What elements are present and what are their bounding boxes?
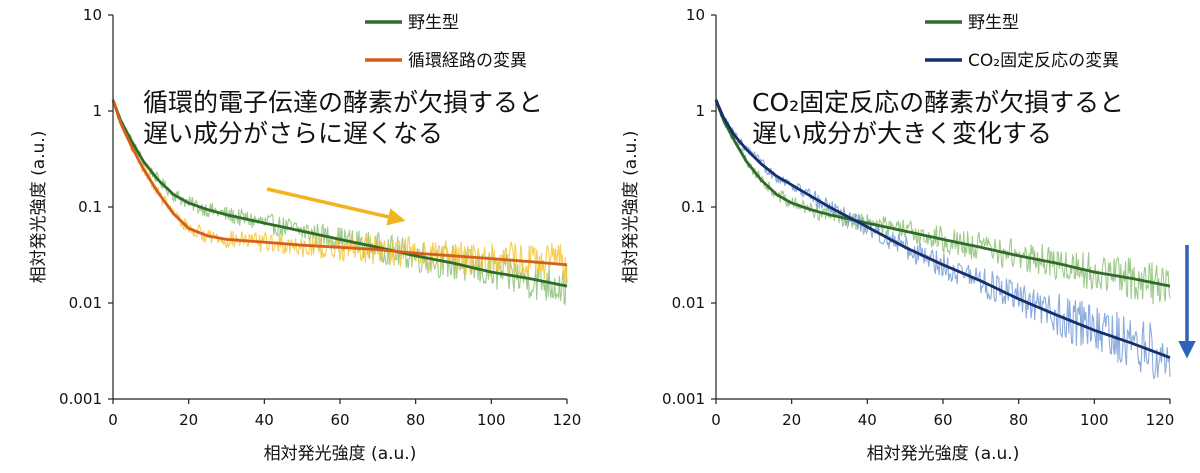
left-x-axis-title: 相対発光強度 (a.u.) bbox=[264, 444, 417, 464]
right-chart-panel: 0 20 40 60 80 100 120 0.001 0.01 0.1 1 1… bbox=[621, 6, 1196, 464]
left-y-axis-title: 相対発光強度 (a.u.) bbox=[29, 131, 49, 284]
left-annotation: 循環的電子伝達の酵素が欠損すると 遅い成分がさらに遅くなる bbox=[143, 88, 543, 148]
left-y-tick-label: 1 bbox=[92, 102, 102, 120]
annotation-line: 遅い成分がさらに遅くなる bbox=[143, 119, 443, 148]
left-x-tick-label: 100 bbox=[477, 411, 506, 429]
right-x-tick-label: 0 bbox=[711, 411, 721, 429]
left-x-tick-label: 120 bbox=[553, 411, 582, 429]
right-y-tick-label: 1 bbox=[695, 102, 705, 120]
right-fit-layer bbox=[714, 99, 1171, 359]
right-x-tick-label: 100 bbox=[1080, 411, 1109, 429]
left-y-tick-label: 0.001 bbox=[59, 390, 102, 408]
right-y-tick-label: 0.1 bbox=[681, 198, 705, 216]
left-y-tick-label: 0.1 bbox=[78, 198, 102, 216]
left-legend: 野生型 循環経路の変異 bbox=[365, 13, 527, 71]
right-x-tick-label: 60 bbox=[933, 411, 952, 429]
left-fit-layer bbox=[111, 99, 568, 288]
left-trend-arrow bbox=[266, 187, 406, 226]
fit-curve-series-0 bbox=[111, 99, 568, 288]
right-legend: 野生型 CO₂固定反応の変異 bbox=[925, 13, 1119, 71]
right-y-tick-marks bbox=[711, 14, 716, 400]
fit-curve-series-1 bbox=[714, 99, 1171, 359]
right-annotation: CO₂固定反応の酵素が欠損すると 遅い成分が大きく変化する bbox=[752, 88, 1124, 148]
annotation-line: CO₂固定反応の酵素が欠損すると bbox=[752, 88, 1124, 117]
left-x-tick-label: 20 bbox=[179, 411, 198, 429]
legend-label-co2-mutant: CO₂固定反応の変異 bbox=[968, 51, 1119, 71]
left-x-tick-marks bbox=[112, 399, 568, 404]
left-x-tick-label: 40 bbox=[255, 411, 274, 429]
right-y-tick-label: 0.001 bbox=[662, 390, 705, 408]
left-chart-panel: 0 20 40 60 80 100 120 0.001 0.01 0.1 1 1… bbox=[29, 6, 581, 464]
fit-curve-series-1 bbox=[111, 99, 568, 267]
right-x-tick-label: 40 bbox=[858, 411, 877, 429]
right-x-axis-title: 相対発光強度 (a.u.) bbox=[867, 444, 1020, 464]
right-y-tick-label: 10 bbox=[686, 6, 705, 24]
right-x-tick-label: 120 bbox=[1146, 411, 1175, 429]
left-y-tick-label: 0.01 bbox=[69, 294, 102, 312]
legend-label-wild-type: 野生型 bbox=[968, 13, 1019, 33]
legend-label-cyclic-mutant: 循環経路の変異 bbox=[408, 51, 527, 71]
left-x-tick-label: 60 bbox=[330, 411, 349, 429]
left-y-tick-label: 10 bbox=[83, 6, 102, 24]
right-y-axis-title: 相対発光強度 (a.u.) bbox=[621, 131, 641, 284]
right-y-tick-label: 0.01 bbox=[672, 294, 705, 312]
fit-curve-series-0 bbox=[714, 99, 1171, 288]
left-x-tick-label: 0 bbox=[108, 411, 118, 429]
right-x-tick-label: 20 bbox=[782, 411, 801, 429]
left-x-tick-label: 80 bbox=[406, 411, 425, 429]
right-x-tick-marks bbox=[715, 399, 1171, 404]
annotation-line: 循環的電子伝達の酵素が欠損すると bbox=[143, 88, 543, 117]
annotation-line: 遅い成分が大きく変化する bbox=[752, 119, 1052, 148]
legend-label-wild-type: 野生型 bbox=[408, 13, 459, 33]
left-y-tick-marks bbox=[108, 14, 113, 400]
right-x-tick-label: 80 bbox=[1009, 411, 1028, 429]
